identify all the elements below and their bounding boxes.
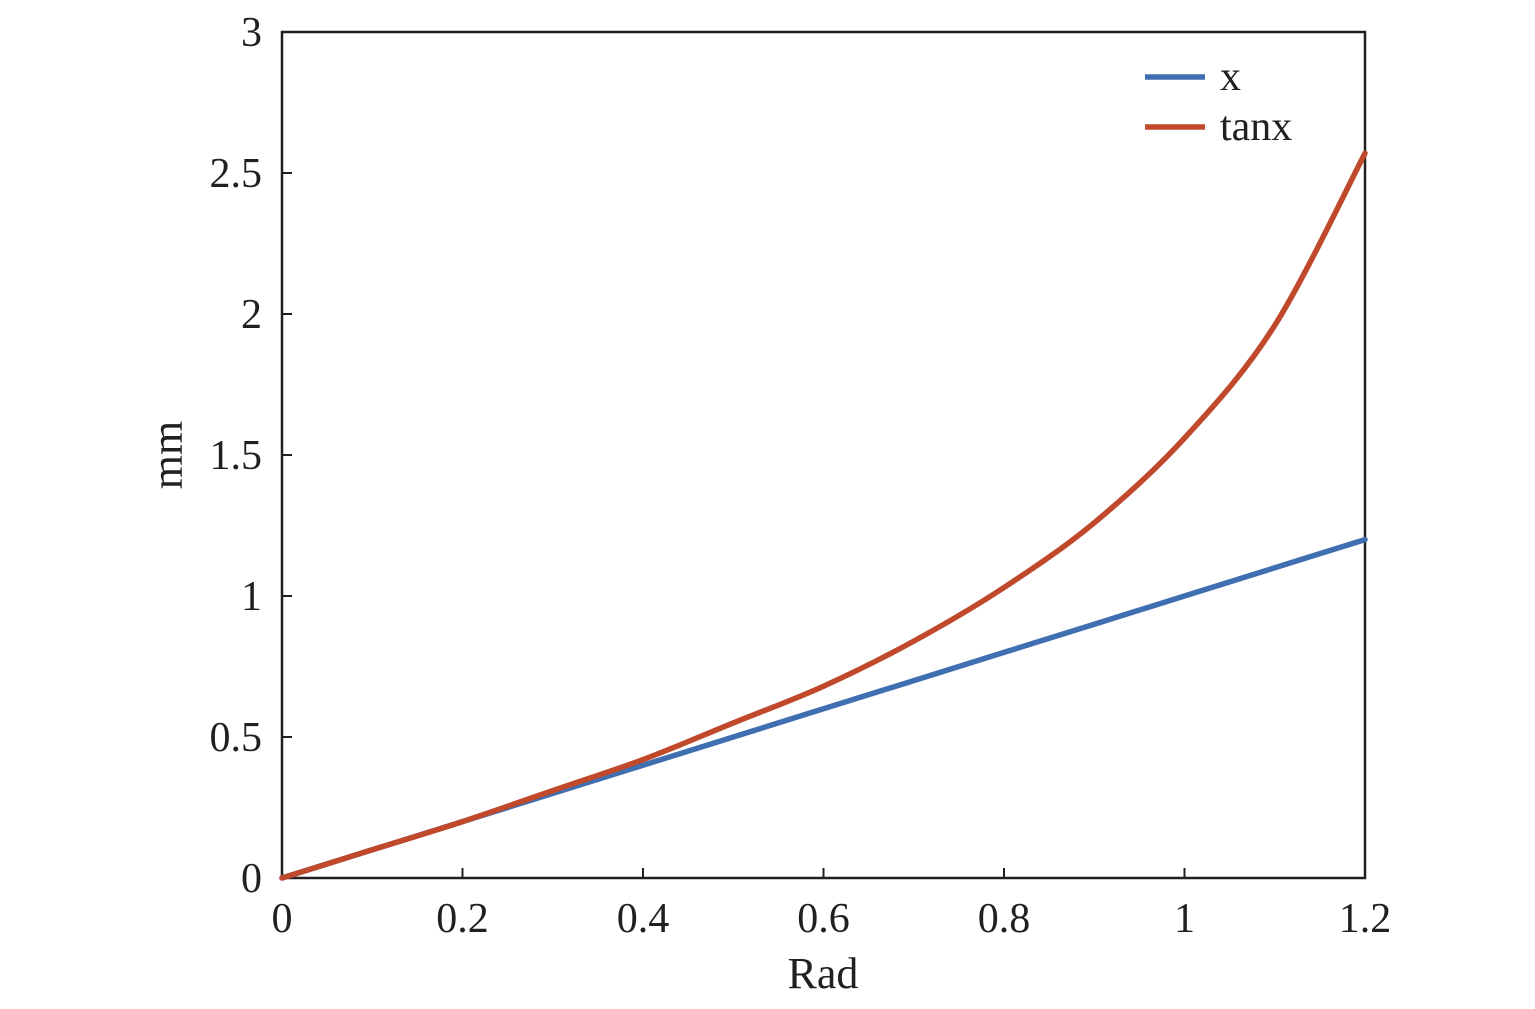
y-tick-label: 0 (241, 856, 262, 902)
x-tick-label: 0.8 (978, 896, 1031, 942)
axes-layer: 0 0.2 0.4 0.6 0.8 1 1.2 0 0.5 1 1.5 2 2.5 3 (210, 10, 1392, 942)
legend-label-x: x (1220, 54, 1241, 100)
y-tick-label: 3 (241, 10, 262, 56)
plot-frame (280, 30, 1367, 880)
y-tick-label: 0.5 (210, 715, 263, 761)
y-tick-label: 2.5 (210, 151, 263, 197)
x-tick-label: 1 (1174, 896, 1195, 942)
x-tick-label: 0 (272, 896, 293, 942)
y-tick-label: 2 (241, 292, 262, 338)
x-tick-label: 0.4 (617, 896, 670, 942)
x-tick-label: 0.2 (436, 896, 489, 942)
x-tick-label: 0.6 (797, 896, 850, 942)
series-layer (279, 150, 1368, 881)
y-tick-label: 1.5 (210, 433, 263, 479)
x-tick-label: 1.2 (1339, 896, 1392, 942)
y-tick-label: 1 (241, 574, 262, 620)
series-line-tanx (279, 150, 1368, 881)
y-axis-title: mm (143, 421, 192, 489)
legend-label-tanx: tanx (1220, 104, 1292, 150)
x-axis-title: Rad (788, 949, 859, 998)
